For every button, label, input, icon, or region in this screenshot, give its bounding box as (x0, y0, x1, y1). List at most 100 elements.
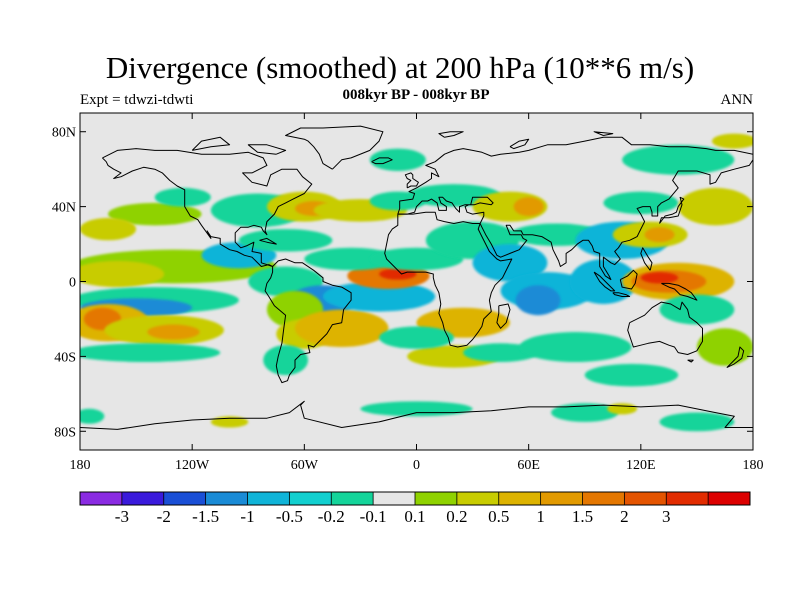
coastline-20 (438, 131, 464, 138)
field-contour-25 (379, 268, 417, 280)
field-contour-43 (584, 363, 679, 387)
lat-tick-label: 0 (69, 276, 76, 291)
longitude-axis: 180 120W 60W 0 60E 120E 180 (70, 113, 764, 473)
coastline-19 (593, 131, 614, 136)
colorbar-swatch (373, 492, 416, 505)
field-contour-42 (519, 332, 632, 363)
field-contour-55 (659, 412, 735, 432)
lon-tick-label: 180 (743, 458, 764, 473)
colorbar-swatch (121, 492, 165, 505)
lon-tick-label: 120W (175, 458, 210, 473)
field-contour-60 (80, 408, 105, 424)
field-contour-9 (108, 202, 202, 226)
divergence-field (80, 133, 753, 432)
field-contour-26 (304, 247, 398, 271)
field-contour-11 (80, 217, 137, 241)
colorbar-swatch (163, 492, 206, 505)
period-label: ANN (720, 92, 754, 108)
field-contour-57 (551, 403, 619, 422)
colorbar-label: -2 (157, 507, 171, 526)
field-contour-8 (80, 343, 221, 363)
lat-tick-label: 80S (54, 425, 76, 440)
coastline-22 (640, 247, 653, 271)
lon-tick-label: 60E (517, 458, 540, 473)
colorbar-label: 1.5 (572, 507, 593, 526)
colorbar-swatch (456, 492, 500, 505)
lat-tick-label: 80N (52, 126, 76, 141)
field-contour-1 (80, 260, 165, 288)
coastline-15 (371, 157, 393, 165)
colorbar-label: -0.5 (276, 507, 303, 526)
colorbar-label: -1 (240, 507, 254, 526)
colorbar-label: 2 (620, 507, 629, 526)
field-contour-58 (607, 403, 638, 415)
field-contour-49 (678, 187, 753, 226)
field-contour-61 (369, 148, 426, 172)
field-contour-21 (263, 345, 309, 376)
field-contour-54 (696, 328, 753, 366)
experiment-label: Expt = tdwzi-tdwti (80, 92, 194, 108)
coastline-16 (259, 237, 277, 245)
coastline-0 (102, 148, 313, 267)
coastline-5 (627, 301, 703, 355)
coastline-11 (612, 292, 631, 297)
colorbar-label: -0.1 (360, 507, 387, 526)
field-contour-7 (147, 324, 200, 340)
colorbar-swatch (498, 492, 541, 505)
lat-tick-label: 40N (52, 201, 76, 216)
coastline-3 (384, 211, 513, 348)
colorbar-swatch (540, 492, 583, 505)
field-contour-23 (323, 281, 436, 312)
coastline-23 (687, 359, 694, 363)
field-contour-16 (238, 229, 333, 252)
colorbar-swatch (582, 492, 625, 505)
coastline-10 (593, 271, 616, 292)
coastlines (80, 125, 753, 430)
lat-tick-label: 40S (54, 350, 76, 365)
coastline-2 (285, 125, 384, 170)
field-contour-56 (360, 401, 473, 417)
colorbar-swatch (415, 492, 458, 505)
colorbar-swatch (247, 492, 290, 505)
field-contour-22 (294, 309, 389, 348)
colorbar: -3 -2 -1.5 -1 -0.5 -0.2 -0.1 0.1 0.2 0.5 1 1.5 2 3 (79, 491, 751, 526)
colorbar-label: 0.2 (446, 507, 467, 526)
field-contour-53 (659, 294, 735, 325)
field-contour-38 (379, 326, 454, 349)
lon-tick-label: 120E (626, 458, 656, 473)
figure-title: Divergence (smoothed) at 200 hPa (10**6 … (105, 50, 695, 85)
colorbar-label: 0.5 (488, 507, 509, 526)
coastline-12 (619, 269, 638, 290)
coastline-17 (247, 144, 287, 155)
field-contour-47 (644, 227, 675, 243)
colorbar-label: -1.5 (192, 507, 219, 526)
lon-tick-label: 60W (291, 458, 319, 473)
coastline-7 (496, 303, 511, 329)
field-contour-63 (711, 133, 753, 149)
coastline-4 (397, 136, 753, 281)
colorbar-label: -3 (115, 507, 129, 526)
coastline-21 (509, 138, 530, 150)
field-contour-37 (463, 343, 539, 363)
coastline-6 (80, 400, 753, 430)
colorbar-swatch (666, 492, 709, 505)
colorbar-swatch (708, 492, 751, 505)
colorbar-swatch (205, 492, 248, 505)
field-contour-48 (603, 191, 679, 215)
lon-tick-label: 180 (70, 458, 91, 473)
colorbar-label: 1 (536, 507, 545, 526)
coastline-1 (264, 258, 352, 384)
colorbar-label: 3 (662, 507, 671, 526)
coastline-9 (659, 196, 685, 224)
colorbar-frame (79, 491, 751, 506)
coastline-13 (661, 282, 698, 301)
field-contour-62 (622, 144, 735, 175)
field-contour-32 (513, 197, 544, 216)
field-contour-10 (154, 187, 211, 207)
colorbar-swatch (331, 492, 374, 505)
colorbar-swatch (80, 492, 123, 505)
coastline-14 (726, 346, 745, 369)
colorbar-label: -0.2 (318, 507, 345, 526)
coastline-8 (404, 172, 419, 189)
